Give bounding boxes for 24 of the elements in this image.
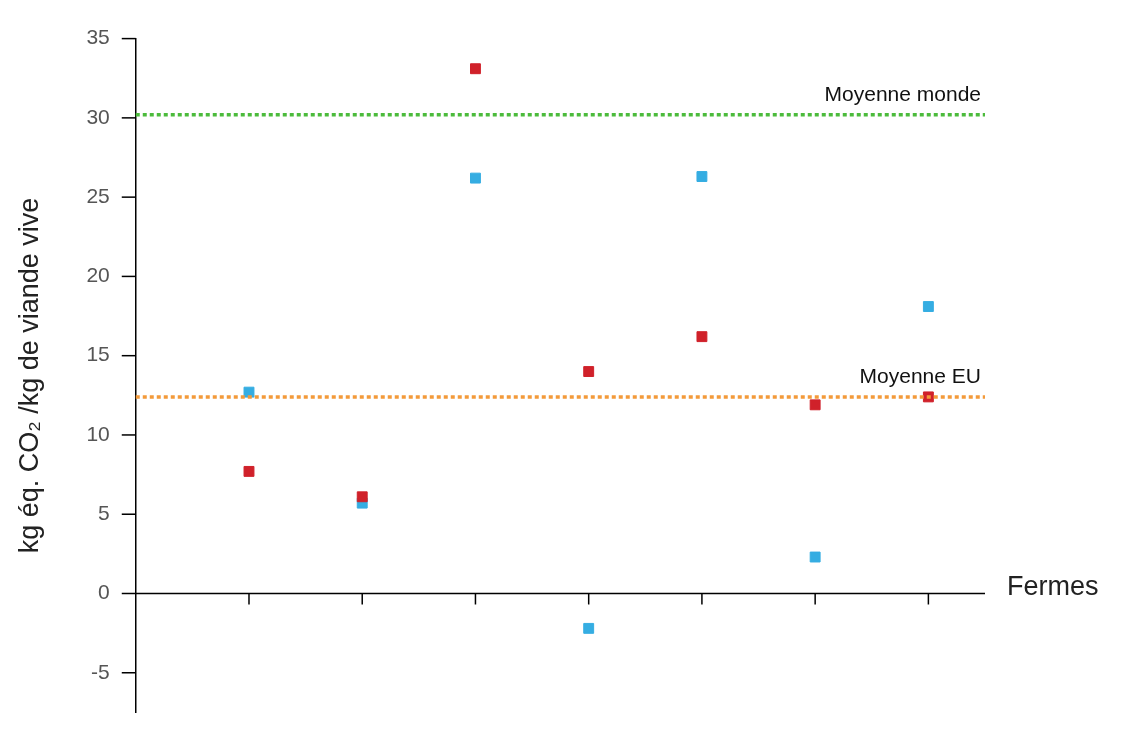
y-tick-label: -5 xyxy=(91,659,110,683)
point xyxy=(922,301,934,312)
y-tick-label: 25 xyxy=(86,183,110,207)
point xyxy=(696,331,708,343)
y-tick-label: 5 xyxy=(98,501,110,525)
point xyxy=(583,622,595,634)
y-tick-label: 30 xyxy=(86,104,110,128)
point xyxy=(470,63,481,75)
y-tick-label: 15 xyxy=(86,342,110,366)
y-tick-label: 0 xyxy=(98,580,110,604)
ref-line-label: Moyenne monde xyxy=(824,82,981,105)
y-tick-label: 10 xyxy=(86,421,110,445)
point xyxy=(243,465,255,477)
ref-line-label: Moyenne EU xyxy=(859,364,981,388)
y-tick-label: 35 xyxy=(86,25,110,49)
y-axis-title: kg éq. CO₂ /kg de viande vive xyxy=(13,197,44,554)
point xyxy=(583,366,595,377)
point xyxy=(470,172,481,184)
y-tick-label: 20 xyxy=(86,263,110,287)
point xyxy=(696,171,708,182)
point xyxy=(809,399,821,411)
point xyxy=(809,551,821,563)
x-axis-title: Fermes xyxy=(1007,570,1099,601)
point xyxy=(356,491,368,503)
